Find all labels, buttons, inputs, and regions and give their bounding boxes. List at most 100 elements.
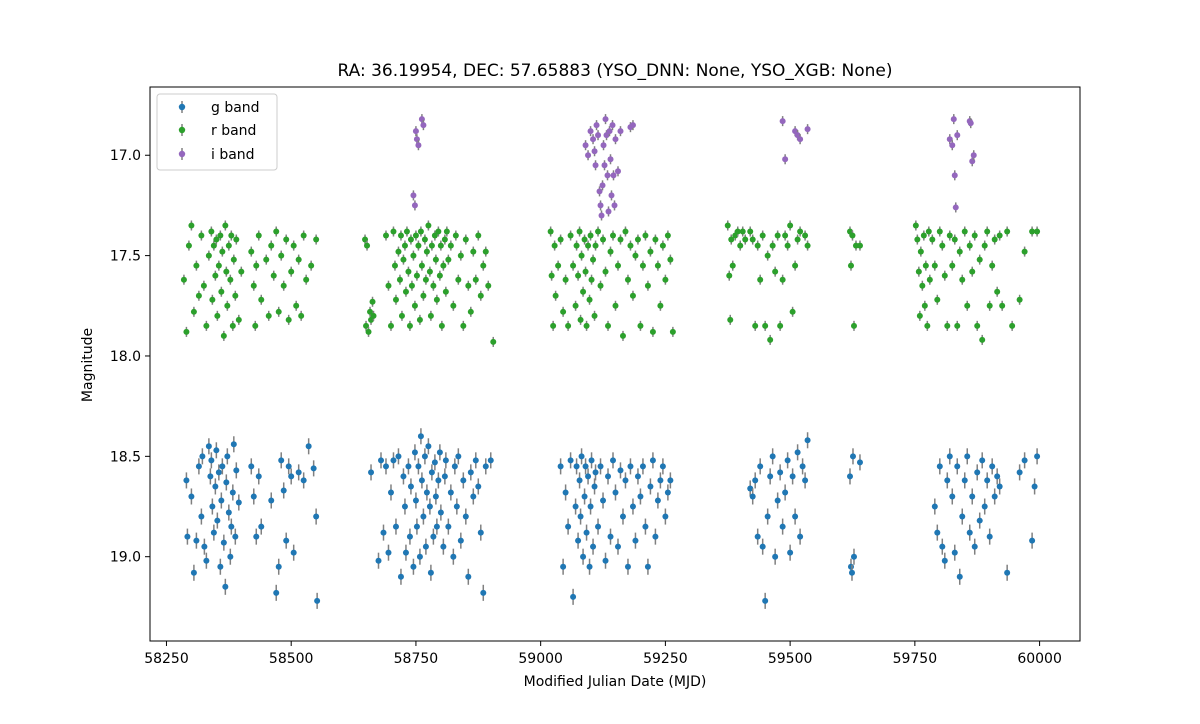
data-point xyxy=(462,236,469,243)
data-point xyxy=(273,228,280,235)
data-point xyxy=(253,533,260,540)
data-point xyxy=(772,268,779,275)
data-point xyxy=(485,282,492,289)
data-point xyxy=(567,232,574,239)
data-point xyxy=(475,232,482,239)
data-point xyxy=(214,312,221,319)
data-point xyxy=(390,457,397,464)
data-point xyxy=(295,256,302,263)
data-point xyxy=(208,457,215,464)
data-point xyxy=(654,497,661,504)
data-point xyxy=(583,529,590,536)
data-point xyxy=(590,256,597,263)
data-point xyxy=(604,172,611,179)
data-point xyxy=(637,493,644,500)
data-point xyxy=(588,457,595,464)
data-point xyxy=(619,513,626,520)
data-point xyxy=(475,483,482,490)
data-point xyxy=(956,248,963,255)
data-point xyxy=(986,533,993,540)
data-point xyxy=(600,142,607,149)
data-point xyxy=(437,509,444,516)
data-point xyxy=(285,463,292,470)
data-point xyxy=(575,272,582,279)
data-point xyxy=(914,236,921,243)
data-point xyxy=(550,322,557,329)
data-point xyxy=(455,276,462,283)
data-point xyxy=(802,232,809,239)
data-point xyxy=(769,242,776,249)
data-point xyxy=(792,262,799,269)
data-point xyxy=(403,228,410,235)
data-point xyxy=(591,312,598,319)
data-point xyxy=(313,513,320,520)
data-point xyxy=(659,463,666,470)
data-point xyxy=(600,497,607,504)
data-point xyxy=(183,328,190,335)
data-point xyxy=(212,483,219,490)
data-point xyxy=(634,236,641,243)
data-point xyxy=(912,222,919,229)
data-point xyxy=(850,322,857,329)
data-point xyxy=(585,473,592,480)
data-point xyxy=(602,116,609,123)
data-point xyxy=(472,276,479,283)
data-point xyxy=(368,469,375,476)
data-point xyxy=(275,563,282,570)
x-tick-label: 59000 xyxy=(518,651,563,667)
y-tick-label: 17.5 xyxy=(110,249,141,265)
data-point xyxy=(797,533,804,540)
data-point xyxy=(846,473,853,480)
data-point xyxy=(413,272,420,279)
data-point xyxy=(647,483,654,490)
data-point xyxy=(586,563,593,570)
data-point xyxy=(557,463,564,470)
x-tick-label: 59250 xyxy=(643,651,688,667)
data-point xyxy=(305,443,312,450)
data-point xyxy=(587,128,594,135)
data-point xyxy=(201,543,208,550)
data-point xyxy=(597,463,604,470)
data-point xyxy=(210,242,217,249)
data-point xyxy=(548,272,555,279)
data-point xyxy=(573,463,580,470)
data-point xyxy=(590,543,597,550)
data-point xyxy=(210,529,217,536)
data-point xyxy=(952,204,959,211)
data-point xyxy=(314,597,321,604)
data-point xyxy=(313,236,320,243)
data-point xyxy=(608,192,615,199)
data-point xyxy=(392,296,399,303)
data-point xyxy=(607,156,614,163)
data-point xyxy=(652,533,659,540)
data-point xyxy=(769,453,776,460)
data-point xyxy=(662,513,669,520)
data-point xyxy=(398,312,405,319)
data-point xyxy=(416,553,423,560)
data-point xyxy=(572,503,579,510)
data-point xyxy=(759,232,766,239)
data-point xyxy=(452,232,459,239)
data-point xyxy=(575,537,582,544)
data-point xyxy=(582,463,589,470)
data-point xyxy=(428,469,435,476)
data-point xyxy=(199,453,206,460)
data-point xyxy=(214,517,221,524)
data-point xyxy=(270,272,277,279)
data-point xyxy=(919,282,926,289)
data-point xyxy=(447,242,454,249)
data-point xyxy=(250,493,257,500)
data-point xyxy=(450,553,457,560)
data-point xyxy=(253,262,260,269)
data-point xyxy=(207,473,214,480)
data-point xyxy=(308,262,315,269)
legend-i-marker xyxy=(178,150,186,158)
data-point xyxy=(724,222,731,229)
data-point xyxy=(222,583,229,590)
data-point xyxy=(789,473,796,480)
data-point xyxy=(954,132,961,139)
data-point xyxy=(248,248,255,255)
data-point xyxy=(598,212,605,219)
data-point xyxy=(652,236,659,243)
